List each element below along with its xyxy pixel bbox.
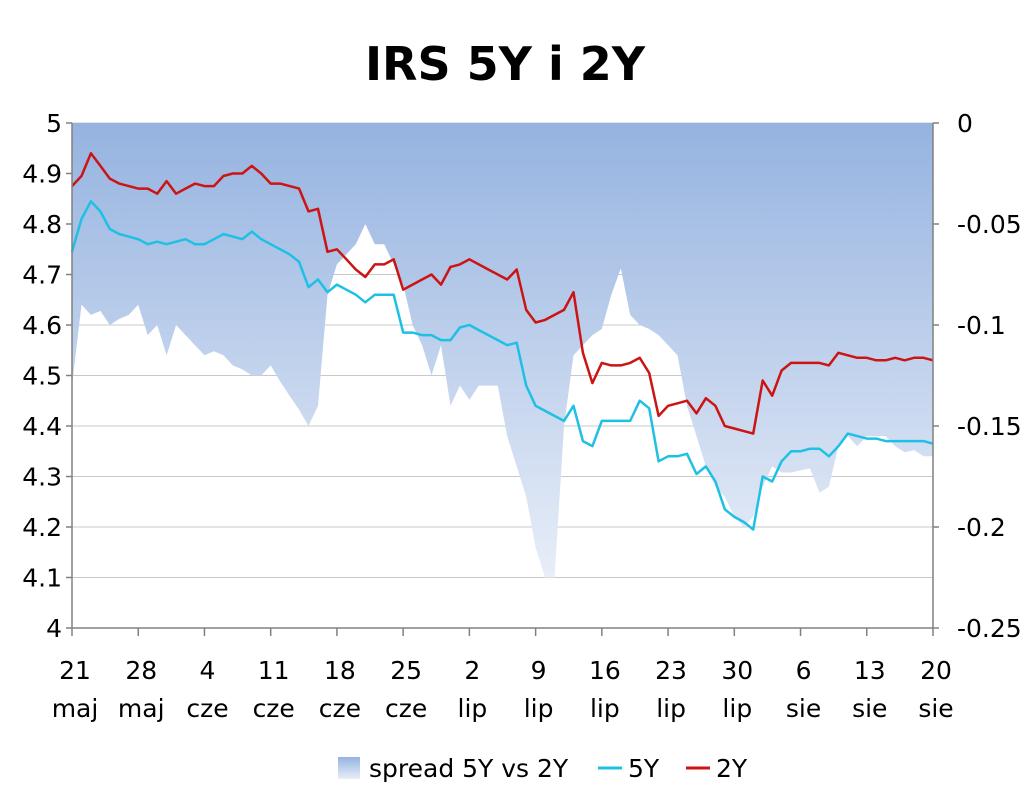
y-left-tick-label: 4.3 xyxy=(22,463,62,492)
x-tick-day: 2 xyxy=(464,656,480,685)
x-tick-day: 18 xyxy=(324,656,356,685)
y-right-tick-label: -0.2 xyxy=(957,513,1006,542)
x-tick-month: cze xyxy=(319,694,361,723)
series-2y-line xyxy=(71,152,934,435)
x-tick-month: cze xyxy=(253,694,295,723)
spread-area xyxy=(72,123,933,578)
y-left-tick-label: 4.1 xyxy=(22,564,62,593)
x-tick-day: 13 xyxy=(854,656,886,685)
y-right-tick-label: -0.15 xyxy=(957,412,1022,441)
y-left-tick-label: 5 xyxy=(46,109,62,138)
y-left-tick-label: 4.2 xyxy=(22,513,62,542)
y-left-tick-label: 4.7 xyxy=(22,261,62,290)
x-tick-month: sie xyxy=(852,694,887,723)
x-tick-month: sie xyxy=(786,694,821,723)
y-left-tick-label: 4.5 xyxy=(22,362,62,391)
y-right-tick-label: -0.1 xyxy=(957,311,1006,340)
x-tick-day: 16 xyxy=(589,656,621,685)
x-tick-day: 30 xyxy=(721,656,753,685)
x-tick-month: lip xyxy=(524,694,554,723)
x-tick-day: 4 xyxy=(200,656,216,685)
x-tick-month: lip xyxy=(656,694,686,723)
legend: spread 5Y vs 2Y 5Y 2Y xyxy=(338,754,748,783)
x-tick-month: cze xyxy=(186,694,228,723)
y-right-ticks: 0 -0.05 -0.1 -0.15 -0.2 -0.25 xyxy=(933,109,1022,643)
x-tick-day: 21 xyxy=(59,656,91,685)
y-left-tick-label: 4.4 xyxy=(22,412,62,441)
legend-spread-swatch xyxy=(338,757,360,779)
y-left-tick-label: 4 xyxy=(46,614,62,643)
x-tick-day: 20 xyxy=(920,656,952,685)
x-ticks: 21 maj 28 maj 4 cze 11 cze 18 cze 25 cze 2 lip 9 lip 16 l… xyxy=(52,628,954,723)
x-tick-month: lip xyxy=(590,694,620,723)
y-left-ticks: 5 4.9 4.8 4.7 4.6 4.5 4.4 4.3 4.2 4.1 4 xyxy=(22,109,72,643)
x-tick-day: 28 xyxy=(125,656,157,685)
series-5y-line xyxy=(70,200,934,531)
legend-spread-label: spread 5Y vs 2Y xyxy=(369,754,569,783)
legend-2y-label: 2Y xyxy=(716,754,748,783)
x-tick-month: lip xyxy=(458,694,488,723)
x-tick-day: 11 xyxy=(258,656,290,685)
y-left-tick-label: 4.9 xyxy=(22,160,62,189)
x-tick-month: cze xyxy=(385,694,427,723)
x-tick-month: maj xyxy=(118,694,165,723)
y-right-tick-label: -0.25 xyxy=(957,614,1022,643)
x-tick-day: 25 xyxy=(390,656,422,685)
x-tick-day: 23 xyxy=(655,656,687,685)
chart-title: IRS 5Y i 2Y xyxy=(365,37,646,91)
y-right-tick-label: -0.05 xyxy=(957,210,1022,239)
x-tick-day: 9 xyxy=(531,656,547,685)
y-right-tick-label: 0 xyxy=(957,109,973,138)
legend-5y-label: 5Y xyxy=(628,754,660,783)
x-tick-month: maj xyxy=(52,694,99,723)
x-tick-month: lip xyxy=(722,694,752,723)
y-left-tick-label: 4.6 xyxy=(22,311,62,340)
x-tick-day: 6 xyxy=(796,656,812,685)
x-tick-month: sie xyxy=(918,694,953,723)
y-left-tick-label: 4.8 xyxy=(22,210,62,239)
